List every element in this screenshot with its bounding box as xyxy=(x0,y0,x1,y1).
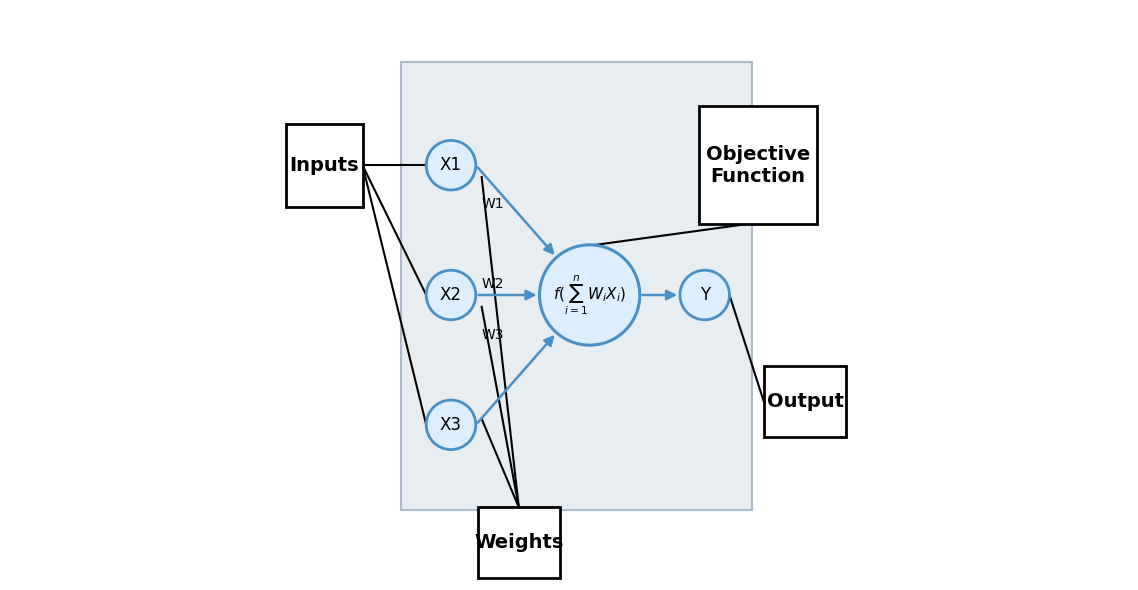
Text: Weights: Weights xyxy=(475,533,563,552)
FancyBboxPatch shape xyxy=(478,507,560,578)
Circle shape xyxy=(679,270,729,320)
Circle shape xyxy=(427,140,476,190)
FancyBboxPatch shape xyxy=(699,106,817,224)
Text: X1: X1 xyxy=(440,156,462,174)
Text: X3: X3 xyxy=(440,416,462,434)
Text: W2: W2 xyxy=(481,277,504,291)
Text: W3: W3 xyxy=(481,328,504,342)
Circle shape xyxy=(539,245,640,345)
FancyBboxPatch shape xyxy=(764,366,847,437)
Circle shape xyxy=(427,270,476,320)
Text: Inputs: Inputs xyxy=(289,156,358,175)
FancyBboxPatch shape xyxy=(286,124,363,206)
Text: Y: Y xyxy=(700,286,710,304)
Text: $f(\sum_{i=1}^{n} W_i X_i)$: $f(\sum_{i=1}^{n} W_i X_i)$ xyxy=(553,273,626,317)
Text: Objective
Function: Objective Function xyxy=(706,145,810,186)
Text: Output: Output xyxy=(767,392,843,411)
FancyBboxPatch shape xyxy=(401,62,752,510)
Circle shape xyxy=(427,400,476,450)
Text: X2: X2 xyxy=(440,286,462,304)
Text: W1: W1 xyxy=(481,196,504,211)
